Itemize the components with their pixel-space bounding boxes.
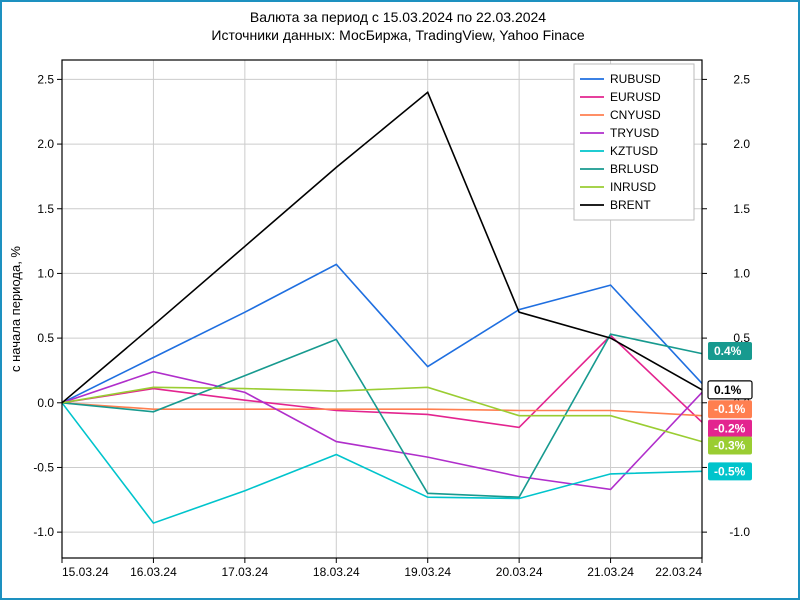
legend-label: BRENT — [610, 198, 651, 212]
ytick-right: 2.5 — [733, 72, 750, 86]
legend-label: BRLUSD — [610, 162, 659, 176]
end-badge-text: 0.4% — [714, 344, 742, 358]
legend-label: KZTUSD — [610, 144, 658, 158]
ytick-right: 1.0 — [733, 266, 750, 280]
series-INRUSD — [62, 387, 702, 441]
ytick-left: -1.0 — [33, 525, 54, 539]
end-badge-text: -0.1% — [714, 402, 746, 416]
xtick: 22.03.24 — [655, 565, 702, 579]
ytick-left: 0.5 — [37, 331, 54, 345]
chart-svg: Валюта за период с 15.03.2024 по 22.03.2… — [2, 2, 798, 598]
ytick-left: -0.5 — [33, 460, 54, 474]
series-KZTUSD — [62, 403, 702, 523]
ytick-left: 0.0 — [37, 396, 54, 410]
end-badge-text: -0.3% — [714, 438, 746, 452]
ytick-left: 1.0 — [37, 266, 54, 280]
y-axis-label: с начала периода, % — [8, 246, 23, 372]
legend-label: RUBUSD — [610, 72, 661, 86]
ytick-right: 2.0 — [733, 137, 750, 151]
legend-label: EURUSD — [610, 90, 661, 104]
xtick: 17.03.24 — [221, 565, 268, 579]
end-badge-text: 0.1% — [714, 383, 742, 397]
ytick-left: 1.5 — [37, 202, 54, 216]
xtick: 15.03.24 — [62, 565, 109, 579]
chart-title: Валюта за период с 15.03.2024 по 22.03.2… — [250, 9, 546, 25]
series-EURUSD — [62, 336, 702, 428]
xtick: 16.03.24 — [130, 565, 177, 579]
xtick: 18.03.24 — [313, 565, 360, 579]
xtick: 20.03.24 — [496, 565, 543, 579]
legend-label: TRYUSD — [610, 126, 659, 140]
legend — [574, 64, 694, 220]
chart-subtitle: Источники данных: МосБиржа, TradingView,… — [211, 27, 584, 43]
ytick-left: 2.5 — [37, 72, 54, 86]
series-RUBUSD — [62, 264, 702, 402]
legend-label: CNYUSD — [610, 108, 661, 122]
ytick-left: 2.0 — [37, 137, 54, 151]
legend-label: INRUSD — [610, 180, 656, 194]
ytick-right: -1.0 — [729, 525, 750, 539]
ytick-right: 1.5 — [733, 202, 750, 216]
xtick: 19.03.24 — [404, 565, 451, 579]
end-badge-text: -0.5% — [714, 464, 746, 478]
xtick: 21.03.24 — [587, 565, 634, 579]
end-badge-text: -0.2% — [714, 422, 746, 436]
chart-container: Валюта за период с 15.03.2024 по 22.03.2… — [0, 0, 800, 600]
